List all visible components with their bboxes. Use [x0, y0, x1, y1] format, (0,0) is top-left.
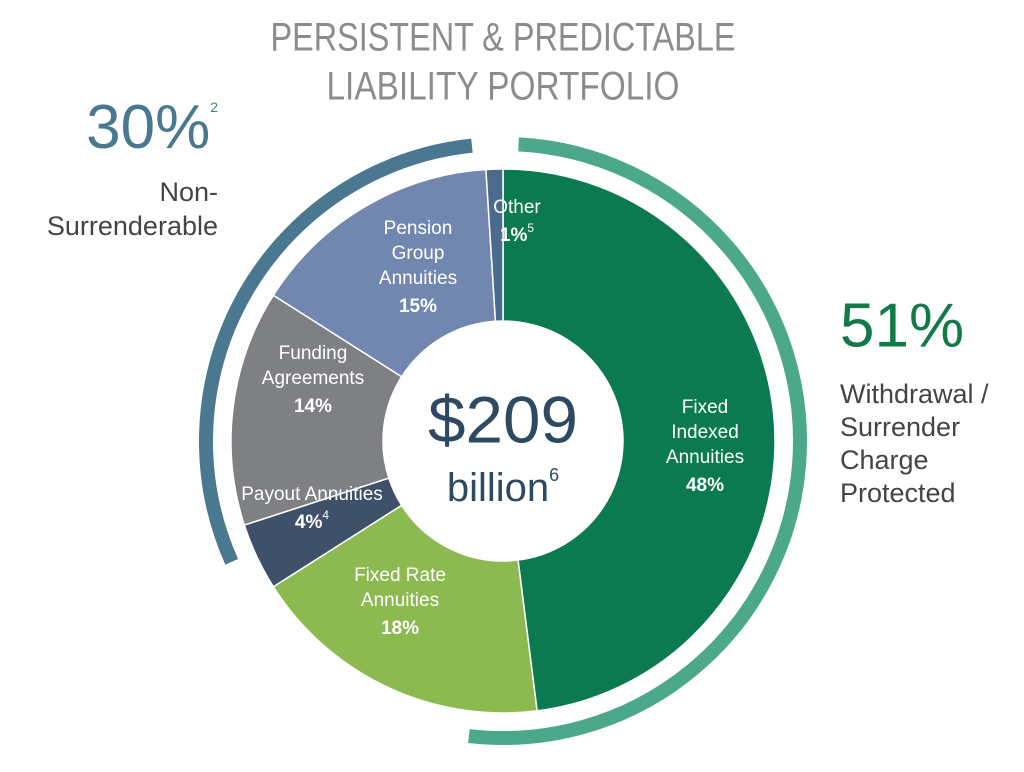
slice-value: 18%: [381, 618, 419, 639]
group-value: 51%: [840, 291, 964, 360]
slice-value: 14%: [294, 396, 332, 417]
group-name: Charge: [840, 445, 929, 475]
group-value-label: 30%: [86, 93, 210, 162]
group-arc: [468, 137, 807, 745]
group-name: Surrender: [840, 412, 960, 442]
slice-value-label: 15%: [399, 296, 437, 317]
slice-value-label: 4%: [295, 512, 323, 533]
slice-value-label: 18%: [381, 618, 419, 639]
footnote: 5: [527, 221, 534, 235]
slice-value-label: 48%: [686, 475, 724, 496]
chart-title: PERSISTENT & PREDICTABLE: [271, 16, 736, 60]
slice-value: 1%5: [500, 221, 534, 246]
slice-label: Pension: [384, 218, 453, 239]
group-name: Protected: [840, 478, 956, 508]
slice-label: Funding: [279, 343, 348, 364]
slice-value-label: 1%: [500, 225, 528, 246]
chart-title: LIABILITY PORTFOLIO: [327, 65, 680, 109]
slice-value-label: 14%: [294, 396, 332, 417]
slice-label: Other: [493, 197, 541, 218]
slice-value: 48%: [686, 475, 724, 496]
slice-label: Annuities: [666, 447, 744, 468]
slice-label: Annuities: [361, 590, 439, 611]
group-name: Surrenderable: [47, 211, 218, 241]
slice-value: 4%4: [295, 508, 329, 533]
slice-value: 15%: [399, 296, 437, 317]
slice-label: Indexed: [671, 422, 739, 443]
slice-label: Group: [392, 243, 445, 264]
group-arc: [199, 138, 473, 565]
center-unit-text: billion: [447, 466, 549, 510]
donut-slice: [502, 168, 776, 712]
slice-label: Payout Annuities: [241, 484, 383, 505]
center-unit: billion6: [447, 465, 559, 510]
group-name: Withdrawal /: [840, 379, 989, 409]
slice-label: Fixed Rate: [354, 565, 446, 586]
slice-label: Fixed: [682, 397, 728, 418]
group-name: Non-: [159, 177, 218, 207]
donut-slice: [272, 168, 497, 378]
donut-slice: [272, 504, 538, 714]
footnote: 6: [549, 465, 559, 485]
footnote: 2: [210, 99, 218, 115]
slice-label: Agreements: [262, 368, 364, 389]
donut-slice: [230, 294, 403, 526]
slice-label: Annuities: [379, 268, 457, 289]
footnote: 4: [322, 508, 329, 522]
group-value: 30%2: [86, 93, 218, 162]
center-amount: $209: [428, 382, 578, 456]
donut-slice: [485, 168, 504, 323]
